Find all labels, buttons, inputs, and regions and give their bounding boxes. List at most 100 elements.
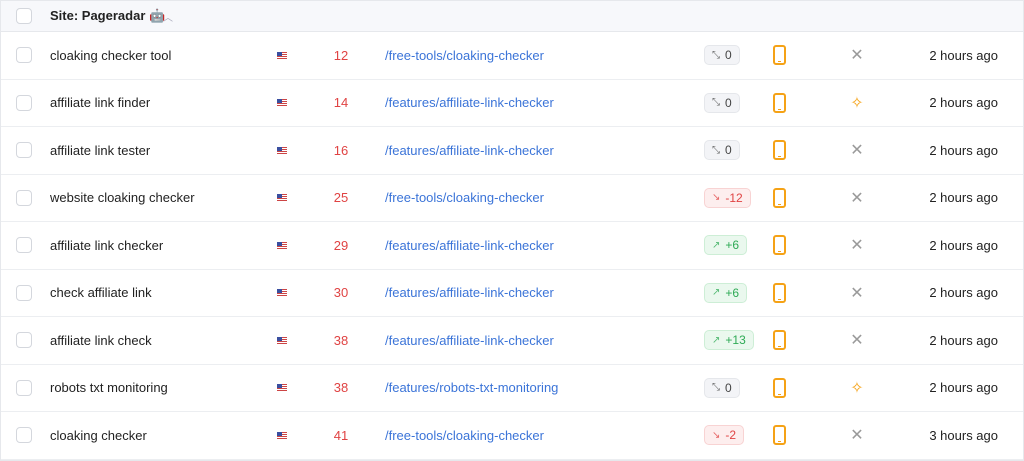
us-flag-icon (277, 99, 287, 107)
chevron-up-icon[interactable]: ︿ (163, 12, 173, 24)
change-badge: ⤡ 0 (704, 140, 740, 161)
keyword: affiliate link checker (50, 237, 164, 253)
change-value: +6 (725, 285, 740, 300)
position: 25 (333, 190, 349, 206)
table-row[interactable]: website cloaking checker 25 /free-tools/… (1, 175, 1023, 222)
position: 41 (333, 427, 349, 443)
select-all-checkbox[interactable] (16, 8, 32, 24)
us-flag-icon (277, 289, 287, 297)
position: 16 (333, 142, 349, 158)
change-badge: ↘ -2 (704, 425, 745, 446)
table-row[interactable]: affiliate link tester 16 /features/affil… (1, 127, 1023, 175)
keyword: check affiliate link (50, 285, 152, 301)
row-checkbox[interactable] (16, 427, 32, 444)
trend-up-icon: ↗ (712, 239, 721, 251)
keyword: cloaking checker tool (50, 47, 172, 63)
ranking-url-link[interactable]: /free-tools/cloaking-checker (385, 190, 544, 206)
row-checkbox[interactable] (16, 142, 32, 159)
row-checkbox[interactable] (16, 379, 32, 396)
change-value: +13 (725, 333, 746, 348)
us-flag-icon (277, 431, 287, 439)
trend-down-icon: ↘ (712, 192, 721, 204)
ranking-url-link[interactable]: /features/affiliate-link-checker (385, 332, 554, 348)
change-value: -2 (725, 428, 737, 443)
ranking-url-link[interactable]: /features/robots-txt-monitoring (385, 380, 559, 396)
row-checkbox[interactable] (16, 47, 32, 64)
position: 30 (333, 285, 349, 301)
mobile-device-icon (773, 92, 786, 113)
mobile-device-icon (773, 282, 786, 303)
table-row[interactable]: check affiliate link 30 /features/affili… (1, 270, 1023, 317)
table-row[interactable]: affiliate link checker 29 /features/affi… (1, 222, 1023, 270)
updated-time: 2 hours ago (929, 332, 998, 348)
ranking-url-link[interactable]: /features/affiliate-link-checker (385, 237, 554, 253)
minimize-icon: ⤡ (712, 97, 720, 109)
ranking-url-link[interactable]: /free-tools/cloaking-checker (385, 427, 544, 443)
us-flag-icon (277, 241, 287, 249)
close-icon: ✕ (850, 47, 864, 65)
change-badge: ↘ -12 (704, 187, 751, 208)
change-badge: ⤡ 0 (704, 377, 740, 398)
ranking-url-link[interactable]: /features/affiliate-link-checker (385, 285, 554, 301)
table-row[interactable]: robots txt monitoring 38 /features/robot… (1, 365, 1023, 412)
close-icon: ✕ (850, 189, 864, 207)
row-checkbox[interactable] (16, 284, 32, 301)
change-badge: ↗ +13 (704, 330, 754, 351)
close-icon: ✕ (850, 427, 864, 445)
position: 12 (333, 47, 349, 63)
mobile-device-icon (773, 45, 786, 66)
close-icon: ✕ (850, 142, 864, 160)
trend-down-icon: ↘ (712, 429, 721, 441)
change-badge: ↗ +6 (704, 235, 748, 256)
position: 14 (333, 95, 349, 111)
updated-time: 2 hours ago (929, 380, 998, 396)
minimize-icon: ⤡ (712, 49, 720, 61)
mobile-device-icon (773, 235, 786, 256)
change-badge: ⤡ 0 (704, 92, 740, 113)
table-row[interactable]: affiliate link finder 14 /features/affil… (1, 80, 1023, 127)
us-flag-icon (277, 194, 287, 202)
updated-time: 2 hours ago (929, 285, 998, 301)
keyword: affiliate link tester (50, 142, 151, 158)
row-checkbox[interactable] (16, 94, 32, 111)
change-value: 0 (725, 95, 732, 110)
change-value: 0 (725, 380, 732, 395)
close-icon: ✕ (850, 332, 864, 350)
close-icon: ✕ (850, 284, 864, 302)
group-title: Site: Pageradar 🤖 (50, 8, 166, 23)
us-flag-icon (277, 384, 287, 392)
updated-time: 2 hours ago (929, 142, 998, 158)
mobile-device-icon (773, 425, 786, 446)
change-value: +6 (725, 238, 740, 253)
keyword: affiliate link check (50, 332, 152, 348)
ranking-url-link[interactable]: /free-tools/cloaking-checker (385, 47, 544, 63)
change-badge: ↗ +6 (704, 282, 748, 303)
us-flag-icon (277, 146, 287, 154)
group-header[interactable]: Site: Pageradar 🤖 ︿ (1, 1, 1023, 32)
row-checkbox[interactable] (16, 332, 32, 349)
mobile-device-icon (773, 140, 786, 161)
keyword: affiliate link finder (50, 95, 151, 111)
mobile-device-icon (773, 377, 786, 398)
ranking-url-link[interactable]: /features/affiliate-link-checker (385, 95, 554, 111)
position: 29 (333, 237, 349, 253)
minimize-icon: ⤡ (712, 144, 720, 156)
updated-time: 3 hours ago (929, 427, 998, 443)
change-value: -12 (725, 190, 743, 205)
table-row[interactable]: cloaking checker tool 12 /free-tools/clo… (1, 32, 1023, 80)
updated-time: 2 hours ago (929, 190, 998, 206)
sparkles-icon: ✧ (850, 379, 864, 397)
table-row[interactable]: cloaking checker 41 /free-tools/cloaking… (1, 412, 1023, 460)
row-checkbox[interactable] (16, 237, 32, 254)
mobile-device-icon (773, 330, 786, 351)
updated-time: 2 hours ago (929, 47, 998, 63)
position: 38 (333, 332, 349, 348)
mobile-device-icon (773, 187, 786, 208)
us-flag-icon (277, 51, 287, 59)
table-row[interactable]: affiliate link check 38 /features/affili… (1, 317, 1023, 365)
row-checkbox[interactable] (16, 189, 32, 206)
position: 38 (333, 380, 349, 396)
change-value: 0 (725, 143, 732, 158)
ranking-url-link[interactable]: /features/affiliate-link-checker (385, 142, 554, 158)
